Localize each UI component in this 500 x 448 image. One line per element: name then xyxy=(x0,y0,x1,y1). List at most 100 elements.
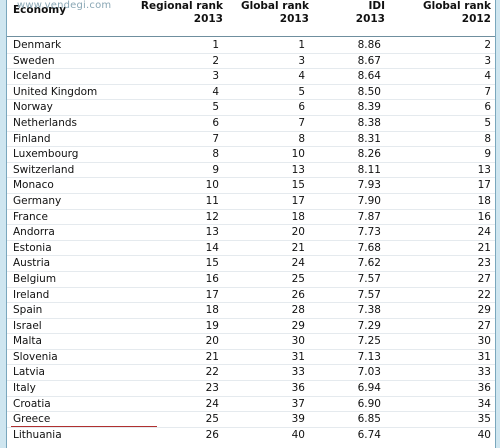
cell-global-rank-2012: 35 xyxy=(477,413,491,426)
cell-economy: Lithuania xyxy=(13,428,62,441)
cell-economy: Norway xyxy=(13,101,53,114)
cell-economy: Slovenia xyxy=(13,350,58,363)
cell-regional-rank: 23 xyxy=(205,382,219,395)
cell-global-rank-2013: 29 xyxy=(291,319,305,332)
cell-global-rank-2012: 6 xyxy=(484,101,491,114)
cell-global-rank-2012: 4 xyxy=(484,70,491,83)
cell-regional-rank: 1 xyxy=(212,39,219,51)
cell-global-rank-2012: 9 xyxy=(484,148,491,161)
cell-regional-rank: 22 xyxy=(205,366,219,379)
cell-global-rank-2013: 18 xyxy=(291,210,305,223)
cell-global-rank-2012: 33 xyxy=(477,366,491,379)
header-regional-rank: Regional rank 2013 xyxy=(123,0,223,26)
cell-global-rank-2013: 33 xyxy=(291,366,305,379)
cell-global-rank-2013: 24 xyxy=(291,257,305,270)
header-global-rank-2013-year: 2013 xyxy=(279,13,309,25)
cell-global-rank-2012: 36 xyxy=(477,382,491,395)
cell-economy: Spain xyxy=(13,304,43,317)
cell-idi: 8.39 xyxy=(357,101,381,114)
cell-economy: Monaco xyxy=(13,179,54,192)
cell-economy: Ireland xyxy=(13,288,50,301)
cell-idi: 8.50 xyxy=(357,85,381,98)
table-row: Lithuania 26 40 6.74 40 xyxy=(7,428,495,444)
cell-idi: 7.29 xyxy=(357,319,381,332)
table-row: Slovenia 21 31 7.13 31 xyxy=(7,350,495,366)
cell-global-rank-2013: 1 xyxy=(298,39,305,51)
table-row: Belgium 16 25 7.57 27 xyxy=(7,272,495,288)
cell-idi: 7.90 xyxy=(357,194,381,207)
table-row: France 12 18 7.87 16 xyxy=(7,210,495,226)
header-economy: Economy xyxy=(13,4,67,16)
cell-global-rank-2013: 37 xyxy=(291,397,305,410)
cell-idi: 8.86 xyxy=(357,39,381,51)
cell-regional-rank: 19 xyxy=(205,319,219,332)
table-frame: www.vendegi.com Economy Regional rank 20… xyxy=(6,0,496,448)
cell-global-rank-2013: 40 xyxy=(291,428,305,441)
table-row: Latvia 22 33 7.03 33 xyxy=(7,365,495,382)
table-row: Norway 5 6 8.39 6 xyxy=(7,100,495,116)
cell-economy: United Kingdom xyxy=(13,85,98,98)
cell-global-rank-2013: 36 xyxy=(291,382,305,395)
cell-regional-rank: 17 xyxy=(205,288,219,301)
cell-economy: Iceland xyxy=(13,70,52,83)
cell-regional-rank: 5 xyxy=(212,101,219,114)
cell-idi: 8.67 xyxy=(357,54,381,67)
cell-global-rank-2012: 2 xyxy=(484,39,491,51)
cell-global-rank-2013: 25 xyxy=(291,272,305,285)
cell-global-rank-2013: 28 xyxy=(291,304,305,317)
cell-idi: 7.93 xyxy=(357,179,381,192)
cell-regional-rank: 6 xyxy=(212,116,219,129)
cell-regional-rank: 8 xyxy=(212,148,219,161)
cell-regional-rank: 11 xyxy=(205,194,219,207)
cell-global-rank-2012: 3 xyxy=(484,54,491,67)
cell-economy: Malta xyxy=(13,335,42,348)
cell-global-rank-2012: 27 xyxy=(477,272,491,285)
cell-idi: 6.90 xyxy=(357,397,381,410)
cell-idi: 8.38 xyxy=(357,116,381,129)
cell-idi: 7.57 xyxy=(357,288,381,301)
header-idi: IDI 2013 xyxy=(325,0,385,26)
header-regional-rank-year: 2013 xyxy=(193,13,223,25)
cell-idi: 6.85 xyxy=(357,413,381,426)
watermark: www.vendegi.com xyxy=(17,0,112,11)
table-row: Iceland 3 4 8.64 4 xyxy=(7,69,495,85)
cell-idi: 8.31 xyxy=(357,132,381,145)
cell-global-rank-2012: 22 xyxy=(477,288,491,301)
cell-economy: Denmark xyxy=(13,39,62,51)
cell-regional-rank: 4 xyxy=(212,85,219,98)
cell-global-rank-2012: 8 xyxy=(484,132,491,145)
cell-global-rank-2012: 30 xyxy=(477,335,491,348)
cell-global-rank-2012: 29 xyxy=(477,304,491,317)
cell-economy: Greece xyxy=(13,413,51,426)
cell-global-rank-2013: 15 xyxy=(291,179,305,192)
cell-global-rank-2013: 7 xyxy=(298,116,305,129)
cell-economy: Austria xyxy=(13,257,51,270)
table-row: Luxembourg 8 10 8.26 9 xyxy=(7,147,495,163)
cell-economy: Sweden xyxy=(13,54,55,67)
table-row: United Kingdom 4 5 8.50 7 xyxy=(7,85,495,101)
cell-idi: 7.73 xyxy=(357,226,381,239)
cell-regional-rank: 18 xyxy=(205,304,219,317)
cell-idi: 8.26 xyxy=(357,148,381,161)
cell-economy: Latvia xyxy=(13,366,45,379)
cell-global-rank-2012: 24 xyxy=(477,226,491,239)
header-global-rank-2012: Global rank 2012 xyxy=(391,0,491,26)
cell-global-rank-2013: 31 xyxy=(291,350,305,363)
cell-global-rank-2013: 26 xyxy=(291,288,305,301)
table-row: Andorra 13 20 7.73 24 xyxy=(7,225,495,241)
cell-global-rank-2013: 39 xyxy=(291,413,305,426)
cell-economy: Andorra xyxy=(13,226,55,239)
cell-economy: Finland xyxy=(13,132,51,145)
table-row: Austria 15 24 7.62 23 xyxy=(7,256,495,272)
table-row: Estonia 14 21 7.68 21 xyxy=(7,241,495,257)
cell-regional-rank: 25 xyxy=(205,413,219,426)
cell-economy: Estonia xyxy=(13,241,52,254)
cell-regional-rank: 14 xyxy=(205,241,219,254)
red-underline xyxy=(11,426,157,427)
cell-global-rank-2013: 5 xyxy=(298,85,305,98)
cell-regional-rank: 10 xyxy=(205,179,219,192)
cell-global-rank-2013: 8 xyxy=(298,132,305,145)
table-row: Spain 18 28 7.38 29 xyxy=(7,303,495,319)
table-row: Ireland 17 26 7.57 22 xyxy=(7,288,495,304)
cell-global-rank-2013: 20 xyxy=(291,226,305,239)
